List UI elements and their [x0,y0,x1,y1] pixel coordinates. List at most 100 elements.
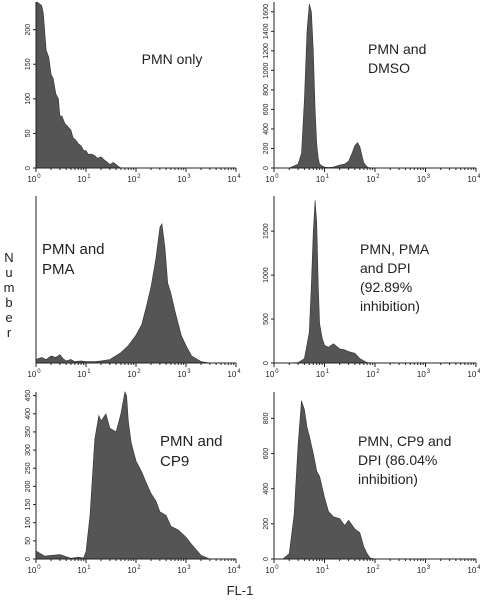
y-tick-label: 1000 [263,267,270,283]
x-tick-exponent: 3 [187,369,191,375]
panel-label-line: and DPI [360,260,411,276]
y-axis-title-letter: e [5,310,12,325]
panel-label-line: (92.89% [360,279,412,295]
x-tick-exponent: 0 [37,174,41,180]
y-tick-label: 600 [263,103,270,115]
y-tick-label: 1400 [263,23,270,39]
x-axis-title: FL-1 [227,583,254,598]
x-tick-exponent: 0 [275,174,279,180]
histogram-area [35,1,122,169]
y-tick-label: 100 [25,517,32,529]
x-tick-label: 103 [177,369,191,379]
panel-label-line: PMN and [160,433,223,450]
axes [271,196,477,367]
x-tick-exponent: 4 [237,369,241,375]
x-tick-exponent: 4 [477,174,480,180]
x-tick-exponent: 3 [427,174,431,180]
x-tick-label: 100 [265,369,279,379]
panel-label-line: inhibition) [358,471,418,487]
y-tick-label: 0 [25,166,32,170]
y-tick-label: 0 [25,557,32,561]
x-tick-label: 102 [366,174,380,184]
panel-label-line: DMSO [368,60,410,76]
x-tick-exponent: 4 [477,369,480,375]
y-axis-title-letter: r [7,325,12,340]
x-tick-label: 104 [467,369,480,379]
axes [35,196,237,367]
x-tick-label: 102 [127,369,141,379]
y-tick-label: 500 [263,313,270,325]
x-tick-exponent: 1 [326,369,330,375]
x-tick-exponent: 2 [137,174,141,180]
y-tick-label: 250 [25,462,32,474]
y-tick-label: 450 [25,390,32,402]
x-tick-label: 100 [265,174,279,184]
x-tick-label: 101 [77,174,91,184]
y-tick-label: 50 [25,129,32,137]
y-tick-label: 150 [25,58,32,70]
axes [271,2,477,172]
y-tick-label: 150 [25,499,32,511]
y-tick-label: 50 [25,537,32,545]
x-tick-label: 100 [27,174,41,184]
x-tick-label: 102 [366,565,380,575]
y-tick-label: 800 [263,412,270,424]
x-tick-exponent: 1 [87,369,91,375]
x-tick-label: 101 [77,369,91,379]
y-axis-title-letter: b [5,295,12,310]
x-tick-label: 104 [227,369,241,379]
histogram-area [274,3,375,169]
x-tick-exponent: 3 [427,565,431,571]
x-tick-exponent: 1 [326,565,330,571]
y-tick-label: 200 [263,518,270,530]
x-tick-exponent: 0 [275,369,279,375]
x-tick-label: 100 [265,565,279,575]
axes [271,392,477,563]
x-tick-label: 101 [316,565,330,575]
x-tick-exponent: 1 [326,174,330,180]
y-tick-label: 0 [263,361,270,365]
x-tick-exponent: 2 [376,565,380,571]
y-tick-label: 300 [25,444,32,456]
y-tick-label: 600 [263,448,270,460]
x-tick-label: 102 [366,369,380,379]
panel-label-line: CP9 [160,453,189,470]
x-tick-exponent: 4 [237,174,241,180]
x-tick-exponent: 0 [275,565,279,571]
panel-label-line: inhibition) [360,298,420,314]
y-tick-label: 0 [263,557,270,561]
panel-label-line: PMA [42,261,75,278]
x-tick-label: 101 [77,565,91,575]
y-tick-label: 1200 [263,43,270,59]
y-tick-label: 350 [25,426,32,438]
panel-label-line: PMN, PMA [360,241,430,257]
x-tick-label: 102 [127,174,141,184]
histogram-area [35,222,210,364]
x-tick-label: 103 [177,565,191,575]
x-tick-exponent: 3 [187,565,191,571]
panel-label-line: PMN only [142,51,203,67]
histogram-area [35,391,211,560]
x-tick-label: 104 [467,565,480,575]
y-tick-label: 1600 [263,4,270,20]
x-tick-exponent: 1 [87,565,91,571]
x-tick-label: 104 [227,174,241,184]
x-tick-label: 100 [27,565,41,575]
y-tick-label: 200 [25,24,32,36]
axes [33,392,237,563]
x-tick-exponent: 0 [37,565,41,571]
y-tick-label: 1500 [263,223,270,239]
axes [33,2,237,172]
y-axis-title-letter: N [4,250,13,265]
panel-label-line: PMN and [42,241,105,258]
y-tick-label: 400 [25,408,32,420]
x-tick-label: 103 [417,565,431,575]
x-tick-exponent: 2 [376,369,380,375]
